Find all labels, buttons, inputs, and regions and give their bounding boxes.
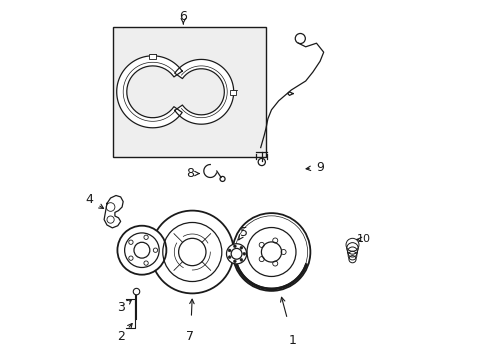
Circle shape bbox=[233, 260, 236, 263]
Circle shape bbox=[243, 252, 245, 255]
Text: 8: 8 bbox=[186, 167, 194, 180]
Circle shape bbox=[232, 213, 310, 291]
Polygon shape bbox=[104, 195, 123, 228]
Circle shape bbox=[240, 258, 243, 261]
Text: 1: 1 bbox=[288, 334, 296, 347]
Circle shape bbox=[151, 211, 233, 293]
Bar bbox=[149, 54, 156, 59]
Circle shape bbox=[228, 256, 230, 258]
Polygon shape bbox=[117, 56, 182, 128]
Text: 2: 2 bbox=[117, 330, 125, 343]
Text: 7: 7 bbox=[186, 330, 194, 343]
Circle shape bbox=[240, 246, 243, 249]
Circle shape bbox=[117, 226, 166, 275]
Bar bbox=[230, 90, 235, 95]
Text: 10: 10 bbox=[356, 234, 370, 244]
Text: 5: 5 bbox=[239, 226, 247, 239]
Circle shape bbox=[124, 233, 159, 267]
Circle shape bbox=[134, 242, 149, 258]
Circle shape bbox=[133, 288, 140, 295]
Bar bbox=[113, 27, 265, 157]
Polygon shape bbox=[174, 59, 233, 124]
Text: 3: 3 bbox=[117, 301, 125, 314]
Circle shape bbox=[228, 249, 230, 252]
Circle shape bbox=[226, 244, 246, 264]
Circle shape bbox=[231, 248, 242, 259]
Text: 4: 4 bbox=[85, 193, 93, 206]
Text: 6: 6 bbox=[179, 10, 187, 23]
Circle shape bbox=[233, 245, 236, 248]
Text: 9: 9 bbox=[316, 161, 324, 174]
